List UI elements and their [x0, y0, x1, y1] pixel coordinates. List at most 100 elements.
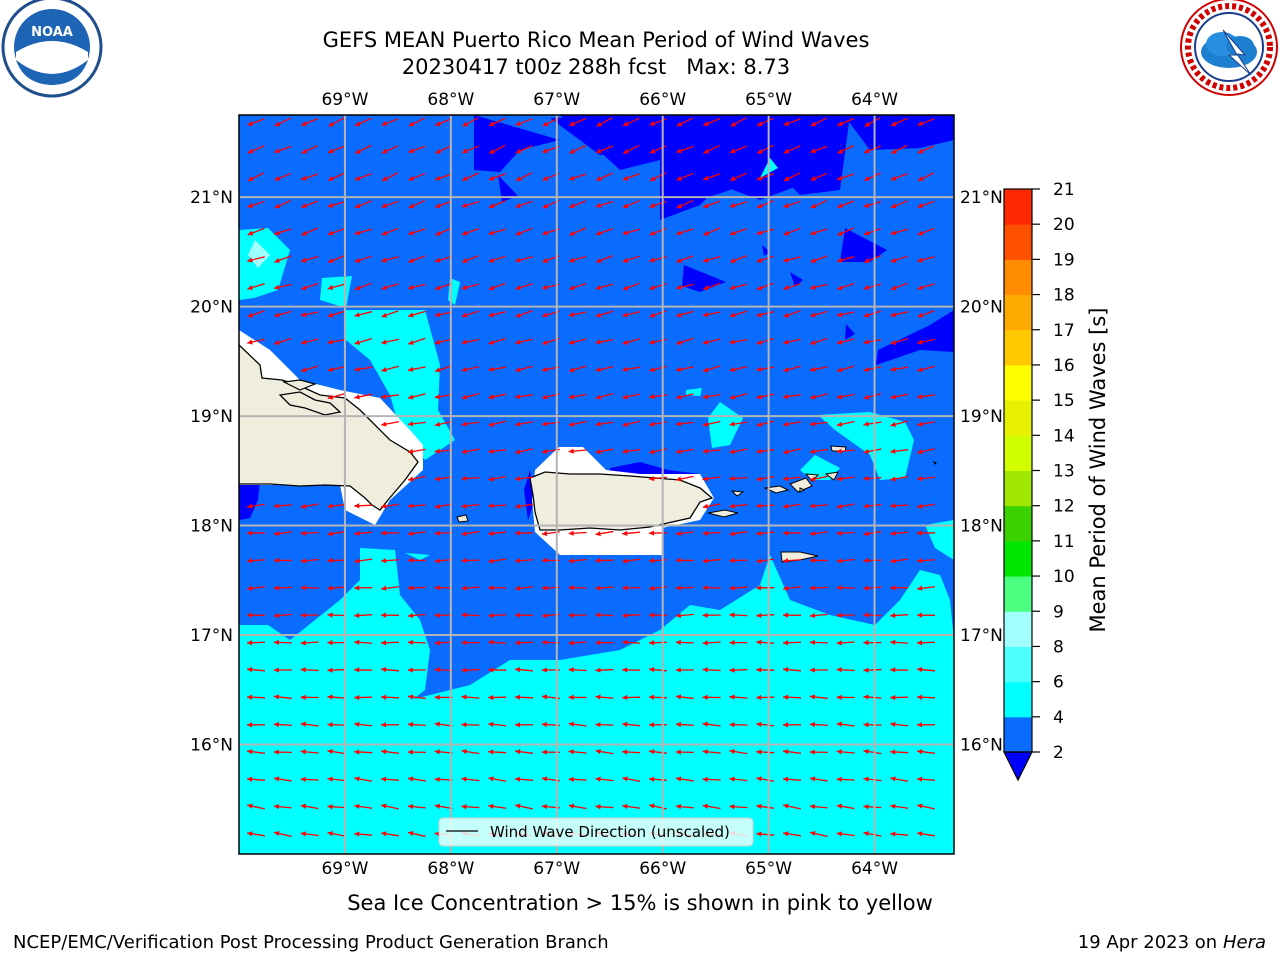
- direction-arrow: [568, 338, 587, 345]
- direction-arrow: [515, 118, 533, 126]
- direction-arrow: [568, 420, 587, 427]
- direction-arrow: [809, 830, 828, 838]
- direction-arrow: [702, 776, 721, 783]
- direction-arrow: [702, 393, 721, 400]
- direction-arrow: [354, 282, 372, 291]
- direction-arrow: [783, 365, 801, 373]
- direction-arrow: [729, 255, 747, 263]
- direction-arrow: [809, 612, 828, 619]
- direction-arrow: [890, 776, 909, 782]
- direction-arrow: [381, 310, 399, 318]
- direction-arrow: [809, 776, 828, 782]
- colorbar-tick-label: 9: [1053, 602, 1064, 622]
- direction-arrow: [622, 144, 640, 155]
- lat-tick-label: 19°N: [960, 407, 1003, 427]
- direction-arrow: [246, 722, 266, 728]
- direction-arrow: [649, 283, 667, 291]
- direction-arrow: [327, 338, 346, 345]
- direction-arrow: [354, 558, 373, 564]
- lat-tick-label: 16°N: [960, 736, 1003, 756]
- direction-arrow: [622, 311, 641, 318]
- direction-arrow: [434, 612, 453, 618]
- direction-arrow: [676, 172, 694, 181]
- direction-arrow: [461, 392, 480, 400]
- direction-arrow: [273, 804, 292, 810]
- direction-arrow: [648, 640, 668, 646]
- direction-arrow: [863, 365, 882, 373]
- direction-arrow: [756, 200, 774, 209]
- lat-tick-label: 20°N: [190, 298, 233, 318]
- direction-arrow: [836, 255, 855, 263]
- direction-arrow: [461, 172, 479, 182]
- direction-arrow: [916, 749, 936, 755]
- lon-tick-label: 67°W: [533, 90, 580, 110]
- direction-arrow: [247, 831, 265, 837]
- direction-arrow: [917, 227, 935, 236]
- direction-arrow: [675, 366, 694, 372]
- direction-arrow: [783, 831, 801, 837]
- direction-arrow: [488, 612, 507, 619]
- direction-arrow: [488, 228, 507, 236]
- direction-arrow: [381, 338, 399, 345]
- map-panel: 69°W 69°W 68°W 68°W 67°W 67°W 66°W 66°W 65°W 65°W…: [190, 90, 1003, 879]
- direction-arrow: [836, 667, 855, 673]
- direction-arrow: [515, 310, 533, 318]
- direction-arrow: [354, 311, 373, 318]
- colorbar-segment: [1004, 224, 1032, 260]
- direction-arrow: [354, 228, 373, 236]
- direction-arrow: [916, 558, 936, 564]
- direction-arrow: [702, 365, 721, 373]
- direction-arrow: [434, 803, 453, 810]
- direction-arrow: [890, 803, 909, 810]
- direction-arrow: [514, 612, 534, 618]
- direction-arrow: [917, 310, 935, 318]
- direction-arrow: [568, 448, 587, 454]
- direction-arrow: [756, 255, 774, 263]
- direction-arrow: [488, 639, 507, 645]
- direction-arrow: [595, 283, 614, 290]
- direction-arrow: [434, 448, 453, 454]
- colorbar-tick-label: 21: [1053, 180, 1075, 200]
- direction-arrow: [380, 585, 400, 591]
- direction-arrow: [488, 311, 507, 318]
- colorbar-segment: [1004, 716, 1032, 753]
- direction-arrow: [515, 338, 533, 345]
- direction-arrow: [836, 831, 855, 837]
- direction-arrow: [488, 667, 507, 673]
- lon-tick-label: 66°W: [639, 90, 686, 110]
- lat-tick-label: 17°N: [190, 626, 233, 646]
- direction-arrow: [273, 667, 292, 673]
- direction-arrow: [702, 282, 721, 291]
- direction-arrow: [916, 612, 936, 618]
- direction-arrow: [702, 503, 721, 509]
- direction-arrow: [488, 558, 507, 564]
- direction-arrow: [917, 421, 935, 427]
- direction-arrow: [649, 421, 667, 427]
- direction-arrow: [595, 585, 614, 591]
- direction-arrow: [703, 144, 721, 154]
- direction-arrow: [434, 420, 453, 427]
- direction-arrow: [756, 282, 774, 291]
- direction-arrow: [917, 831, 935, 837]
- direction-arrow: [327, 776, 346, 782]
- direction-arrow: [702, 476, 721, 482]
- direction-arrow: [595, 448, 614, 455]
- direction-arrow: [809, 694, 828, 700]
- direction-arrow: [408, 255, 426, 263]
- direction-arrow: [274, 337, 292, 345]
- direction-arrow: [916, 694, 936, 700]
- direction-arrow: [702, 803, 721, 810]
- direction-arrow: [890, 173, 908, 181]
- direction-arrow: [300, 749, 319, 755]
- direction-arrow: [675, 283, 694, 290]
- direction-arrow: [461, 804, 480, 810]
- direction-arrow: [863, 804, 882, 810]
- direction-arrow: [328, 117, 345, 127]
- direction-arrow: [434, 393, 453, 400]
- direction-arrow: [675, 639, 694, 646]
- direction-arrow: [782, 667, 802, 673]
- direction-arrow: [622, 200, 640, 209]
- direction-arrow: [595, 640, 614, 646]
- direction-arrow: [890, 200, 908, 209]
